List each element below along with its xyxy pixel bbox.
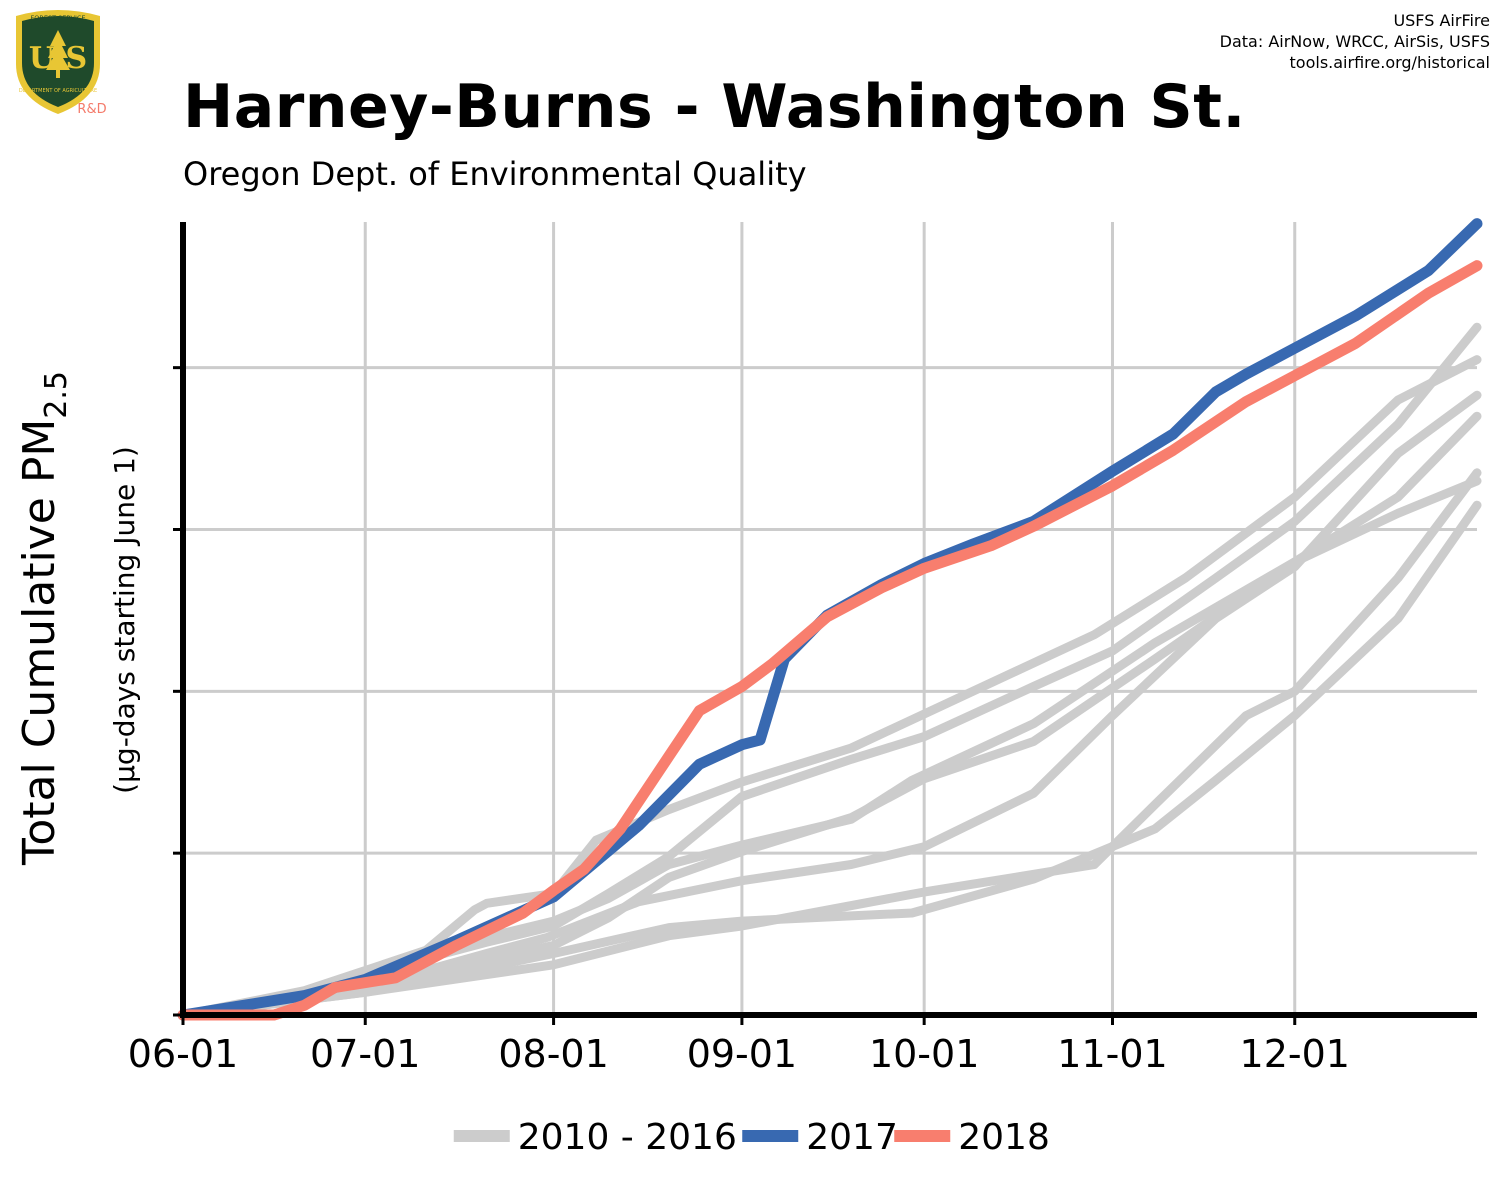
x-tick-label: 07-01 [310,1032,420,1076]
series-line-2010-2016 [178,468,1482,1020]
logo-ring-bottom: DEPARTMENT OF AGRICULTURE [19,88,97,94]
x-tick-label: 06-01 [128,1032,238,1076]
y-axis-units: (µg-days starting June 1) [108,446,141,794]
forest-service-logo: FOREST SERVICE U S DEPARTMENT OF AGRICUL… [16,10,107,117]
y-axis-label-main: Total Cumulative PM [14,419,65,866]
credits: USFS AirFire Data: AirNow, WRCC, AirSis,… [1220,10,1490,73]
x-tick-label: 12-01 [1240,1032,1350,1076]
series-line-2010-2016 [178,390,1482,1020]
y-axis-label-subscript: 2.5 [39,371,74,419]
logo-tag: R&D [77,102,106,117]
legend-label: 2018 [958,1117,1050,1158]
x-tick-label: 10-01 [869,1032,979,1076]
page-title: Harney-Burns - Washington St. [183,72,1246,142]
grid-lines [183,222,1477,1015]
credit-line-3: tools.airfire.org/historical [1289,53,1490,72]
series-line-2010-2016 [178,500,1482,1020]
legend: 2010 - 2016 2017 2018 [453,1117,1050,1158]
axes-layer: 06-01 07-01 08-01 09-01 10-01 11-01 12-01 [128,222,1477,1076]
x-tick-label: 09-01 [687,1032,797,1076]
credit-line-1: USFS AirFire [1393,11,1490,30]
y-axis-label: Total Cumulative PM2.5 [14,371,74,866]
series-line-2010-2016 [178,476,1482,1020]
series-layer [177,218,1483,1021]
legend-label: 2017 [806,1117,898,1158]
logo-ring-top: FOREST SERVICE [30,14,85,22]
x-tick-label: 08-01 [498,1032,608,1076]
series-line-2018 [177,260,1483,1021]
credit-line-2: Data: AirNow, WRCC, AirSis, USFS [1219,32,1490,51]
page-subtitle: Oregon Dept. of Environmental Quality [183,155,807,193]
legend-label: 2010 - 2016 [518,1117,737,1158]
series-line-2010-2016 [178,355,1482,1020]
x-tick-label: 11-01 [1057,1032,1167,1076]
tree-icon [46,30,70,78]
